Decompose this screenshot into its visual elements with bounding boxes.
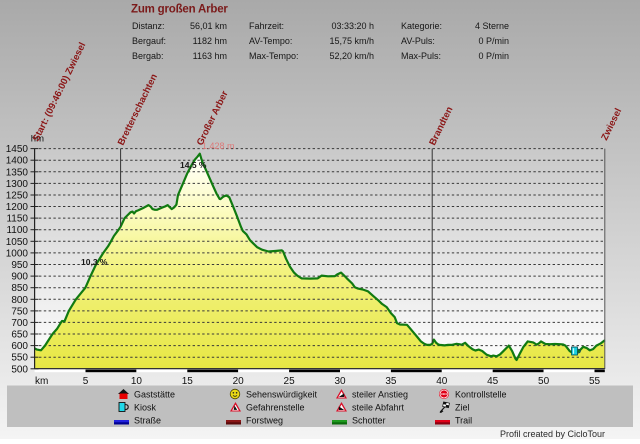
svg-text:Kontrollstelle: Kontrollstelle xyxy=(455,390,507,400)
svg-text:4 Sterne: 4 Sterne xyxy=(475,21,509,31)
svg-text:Forstweg: Forstweg xyxy=(246,416,283,426)
svg-text:Sehenswürdigkeit: Sehenswürdigkeit xyxy=(246,390,318,400)
svg-text:1300: 1300 xyxy=(6,179,29,190)
svg-text:Ziel: Ziel xyxy=(455,403,470,413)
svg-text:Max-Puls:: Max-Puls: xyxy=(401,51,441,61)
svg-text:550: 550 xyxy=(11,353,28,364)
svg-text:1050: 1050 xyxy=(6,237,29,248)
svg-text:10: 10 xyxy=(131,376,143,387)
svg-text:800: 800 xyxy=(11,295,28,306)
svg-text:Kiosk: Kiosk xyxy=(134,403,157,413)
svg-text:10,3 %: 10,3 % xyxy=(81,257,108,267)
svg-text:1250: 1250 xyxy=(6,191,29,202)
svg-text:Gefahrenstelle: Gefahrenstelle xyxy=(246,403,305,413)
svg-text:AV-Tempo:: AV-Tempo: xyxy=(249,36,292,46)
svg-text:Bergauf:: Bergauf: xyxy=(132,36,166,46)
svg-text:1200: 1200 xyxy=(6,202,29,213)
svg-text:30: 30 xyxy=(334,376,346,387)
svg-text:0 P/min: 0 P/min xyxy=(478,51,509,61)
svg-text:1182 hm: 1182 hm xyxy=(193,36,227,46)
svg-text:Kategorie:: Kategorie: xyxy=(401,21,442,31)
svg-text:40: 40 xyxy=(436,376,448,387)
svg-text:950: 950 xyxy=(11,260,28,271)
svg-text:km: km xyxy=(35,376,48,387)
svg-text:hm: hm xyxy=(31,134,44,145)
svg-text:0 P/min: 0 P/min xyxy=(478,36,509,46)
svg-text:03:33:20 h: 03:33:20 h xyxy=(331,21,374,31)
svg-text:1450: 1450 xyxy=(6,144,29,155)
svg-text:steile Abfahrt: steile Abfahrt xyxy=(352,403,405,413)
svg-text:900: 900 xyxy=(11,272,28,283)
svg-text:650: 650 xyxy=(11,330,28,341)
svg-text:1150: 1150 xyxy=(6,214,28,225)
svg-text:Schotter: Schotter xyxy=(352,416,386,426)
svg-text:Zum großen Arber: Zum großen Arber xyxy=(131,4,228,16)
svg-text:20: 20 xyxy=(233,376,245,387)
svg-text:1400: 1400 xyxy=(6,156,29,167)
svg-text:Fahrzeit:: Fahrzeit: xyxy=(249,21,284,31)
svg-text:55: 55 xyxy=(589,376,601,387)
svg-text:15,75 km/h: 15,75 km/h xyxy=(329,36,374,46)
svg-text:25: 25 xyxy=(284,376,296,387)
svg-text:Profil created by CicloTour: Profil created by CicloTour xyxy=(500,429,605,439)
svg-text:Bergab:: Bergab: xyxy=(132,51,164,61)
svg-text:AV-Puls:: AV-Puls: xyxy=(401,36,435,46)
svg-text:1350: 1350 xyxy=(6,167,29,178)
svg-text:Gaststätte: Gaststätte xyxy=(134,390,175,400)
svg-text:1100: 1100 xyxy=(6,225,28,236)
svg-text:500: 500 xyxy=(11,364,28,375)
svg-text:1.428 m: 1.428 m xyxy=(202,141,235,151)
svg-text:15: 15 xyxy=(182,376,194,387)
svg-text:steiler Anstieg: steiler Anstieg xyxy=(352,390,408,400)
svg-text:50: 50 xyxy=(538,376,550,387)
svg-text:56,01 km: 56,01 km xyxy=(190,21,227,31)
svg-text:52,20 km/h: 52,20 km/h xyxy=(329,51,374,61)
svg-text:5: 5 xyxy=(83,376,89,387)
svg-text:Max-Tempo:: Max-Tempo: xyxy=(249,51,299,61)
svg-text:1163 hm: 1163 hm xyxy=(193,51,227,61)
svg-text:Trail: Trail xyxy=(455,416,472,426)
svg-text:700: 700 xyxy=(11,318,28,329)
svg-text:850: 850 xyxy=(11,283,28,294)
svg-text:Distanz:: Distanz: xyxy=(132,21,165,31)
svg-text:45: 45 xyxy=(487,376,499,387)
svg-text:1000: 1000 xyxy=(6,248,29,259)
svg-text:750: 750 xyxy=(11,306,28,317)
svg-text:600: 600 xyxy=(11,341,28,352)
svg-text:35: 35 xyxy=(385,376,397,387)
svg-text:Straße: Straße xyxy=(134,416,161,426)
svg-text:14,5 %: 14,5 % xyxy=(180,160,207,170)
